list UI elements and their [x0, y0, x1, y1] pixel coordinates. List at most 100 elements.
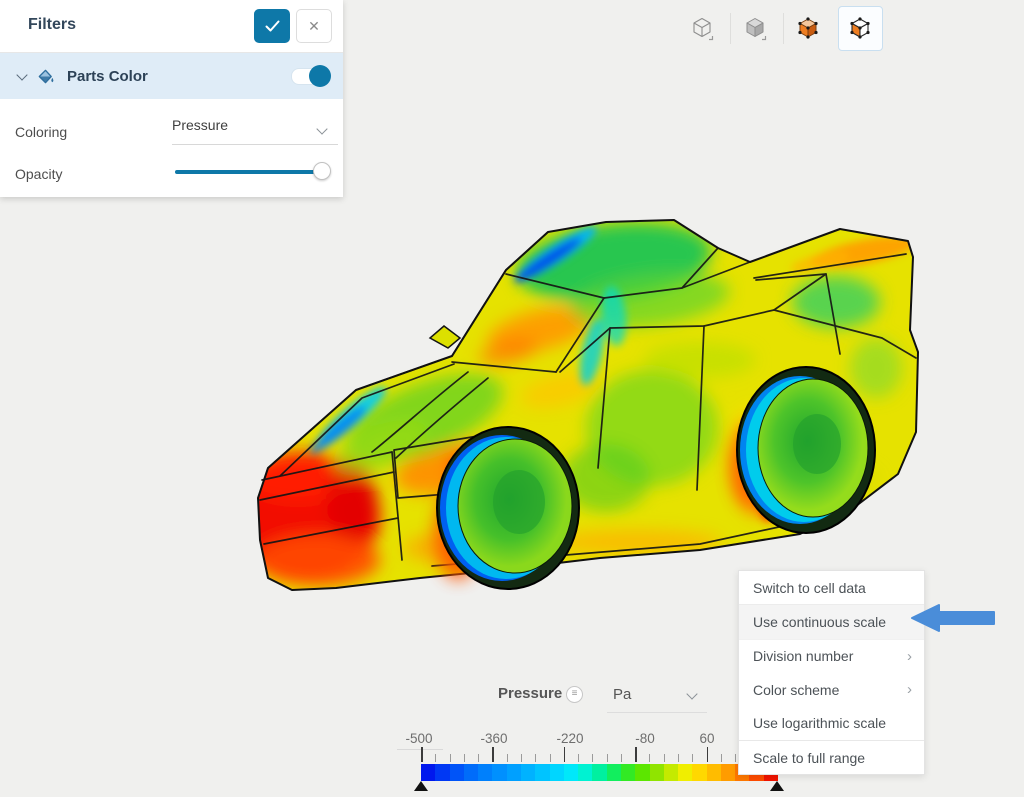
colorbar-segment	[449, 764, 464, 781]
minor-tick	[606, 754, 608, 762]
paint-bucket-icon	[38, 69, 54, 83]
filters-title: Filters	[28, 16, 77, 33]
coloring-label: Coloring	[15, 124, 68, 140]
menu-item-use-logarithmic-scale[interactable]: Use logarithmic scale	[739, 707, 924, 741]
opacity-slider-thumb[interactable]	[313, 162, 331, 180]
wireframe-cube-vertices-icon	[849, 16, 870, 39]
menu-item-scale-to-full-range[interactable]: Scale to full range	[753, 749, 866, 766]
major-tick	[563, 747, 566, 762]
car-mirror	[428, 325, 462, 349]
minor-tick	[663, 754, 665, 762]
shaded-cube-vertices-icon	[797, 16, 818, 39]
menu-item-division-number[interactable]: Division number ›	[753, 647, 912, 665]
filters-panel: Filters ✕ Parts Color Coloring Pressure …	[0, 0, 343, 197]
minor-tick	[506, 754, 508, 762]
minor-tick	[649, 754, 651, 762]
legend-context-menu: Switch to cell data Use continuous scale…	[738, 570, 925, 776]
colorbar-segment	[492, 764, 507, 781]
range-handle-min[interactable]	[414, 781, 428, 791]
tick-label: -220	[556, 731, 584, 746]
tick-label: -360	[480, 731, 508, 746]
minor-tick	[735, 754, 737, 762]
close-icon: ✕	[308, 17, 320, 34]
tick-label: -500	[405, 731, 433, 746]
minor-tick	[449, 754, 451, 762]
colorbar-segment	[506, 764, 521, 781]
colorbar-segment	[720, 764, 736, 781]
check-icon	[265, 20, 279, 32]
toolbar-separator	[783, 13, 784, 44]
major-tick	[421, 747, 423, 762]
view-button-wireframe-vertices[interactable]	[838, 6, 883, 51]
minor-tick	[520, 754, 522, 762]
colorbar-segment	[535, 764, 550, 781]
colorbar-segment	[435, 764, 450, 781]
minor-tick	[592, 754, 594, 762]
minor-tick	[463, 754, 465, 762]
tick-label: -80	[635, 731, 655, 746]
chevron-down-icon[interactable]	[316, 123, 328, 135]
dropdown-underline	[172, 144, 338, 145]
view-button-wireframe[interactable]	[680, 6, 725, 51]
car-outline	[257, 219, 919, 591]
menu-item-color-scheme[interactable]: Color scheme ›	[753, 681, 912, 699]
minor-tick	[720, 754, 722, 762]
view-button-shaded-vertices[interactable]	[786, 6, 831, 51]
coloring-dropdown[interactable]: Pressure	[172, 117, 229, 133]
minor-tick	[692, 754, 694, 762]
car-front-wheel	[434, 426, 580, 590]
colorbar-segment	[606, 764, 621, 781]
minor-tick	[678, 754, 680, 762]
minor-tick	[535, 754, 537, 762]
colorbar-segment	[421, 764, 436, 781]
chevron-down-icon	[16, 68, 28, 81]
colorbar-segment	[649, 764, 664, 781]
colorbar-segment	[620, 764, 636, 781]
colorbar-segment	[663, 764, 679, 781]
minor-tick	[478, 754, 480, 762]
colorbar[interactable]	[421, 764, 779, 781]
menu-item-use-continuous-scale[interactable]: Use continuous scale	[739, 605, 924, 640]
colorbar-segment	[549, 764, 564, 781]
opacity-slider[interactable]	[175, 162, 331, 180]
apply-filters-button[interactable]	[254, 9, 290, 43]
colorbar-segment	[678, 764, 693, 781]
legend-title: Pressure	[498, 685, 563, 702]
tick-label: 60	[699, 731, 715, 746]
colorbar-segment	[563, 764, 579, 781]
filters-header: Filters ✕	[0, 0, 343, 53]
parts-color-toggle[interactable]	[291, 65, 331, 87]
colorbar-segment	[692, 764, 707, 781]
unit-dropdown-underline	[607, 712, 707, 713]
close-filters-button[interactable]: ✕	[296, 9, 332, 43]
wireframe-cube-icon	[692, 17, 713, 40]
submenu-chevron-icon: ›	[907, 681, 912, 699]
opacity-label: Opacity	[15, 166, 63, 182]
submenu-chevron-icon: ›	[907, 647, 912, 665]
minor-tick	[435, 754, 437, 762]
car-rear-wheel	[730, 366, 876, 534]
toolbar-separator	[730, 13, 731, 44]
minor-tick	[620, 754, 622, 762]
colorbar-segment	[578, 764, 593, 781]
colorbar-segment	[463, 764, 479, 781]
colorbar-segment	[520, 764, 536, 781]
legend-menu-icon[interactable]: ≡	[566, 686, 583, 703]
shaded-cube-icon	[746, 17, 766, 40]
major-tick	[492, 747, 494, 762]
range-handle-max[interactable]	[770, 781, 784, 791]
view-button-shaded[interactable]	[733, 6, 778, 51]
toggle-knob	[309, 65, 331, 87]
section-parts-color[interactable]: Parts Color	[0, 53, 343, 99]
menu-item-switch-to-cell-data[interactable]: Switch to cell data	[739, 571, 924, 606]
minor-tick	[578, 754, 580, 762]
colorbar-ticks	[421, 746, 780, 763]
colorbar-segment	[592, 764, 607, 781]
legend-unit-dropdown[interactable]: Pa	[613, 686, 632, 703]
major-tick	[635, 747, 637, 762]
colorbar-segment	[478, 764, 493, 781]
section-label: Parts Color	[67, 67, 148, 85]
minor-tick	[549, 754, 551, 762]
